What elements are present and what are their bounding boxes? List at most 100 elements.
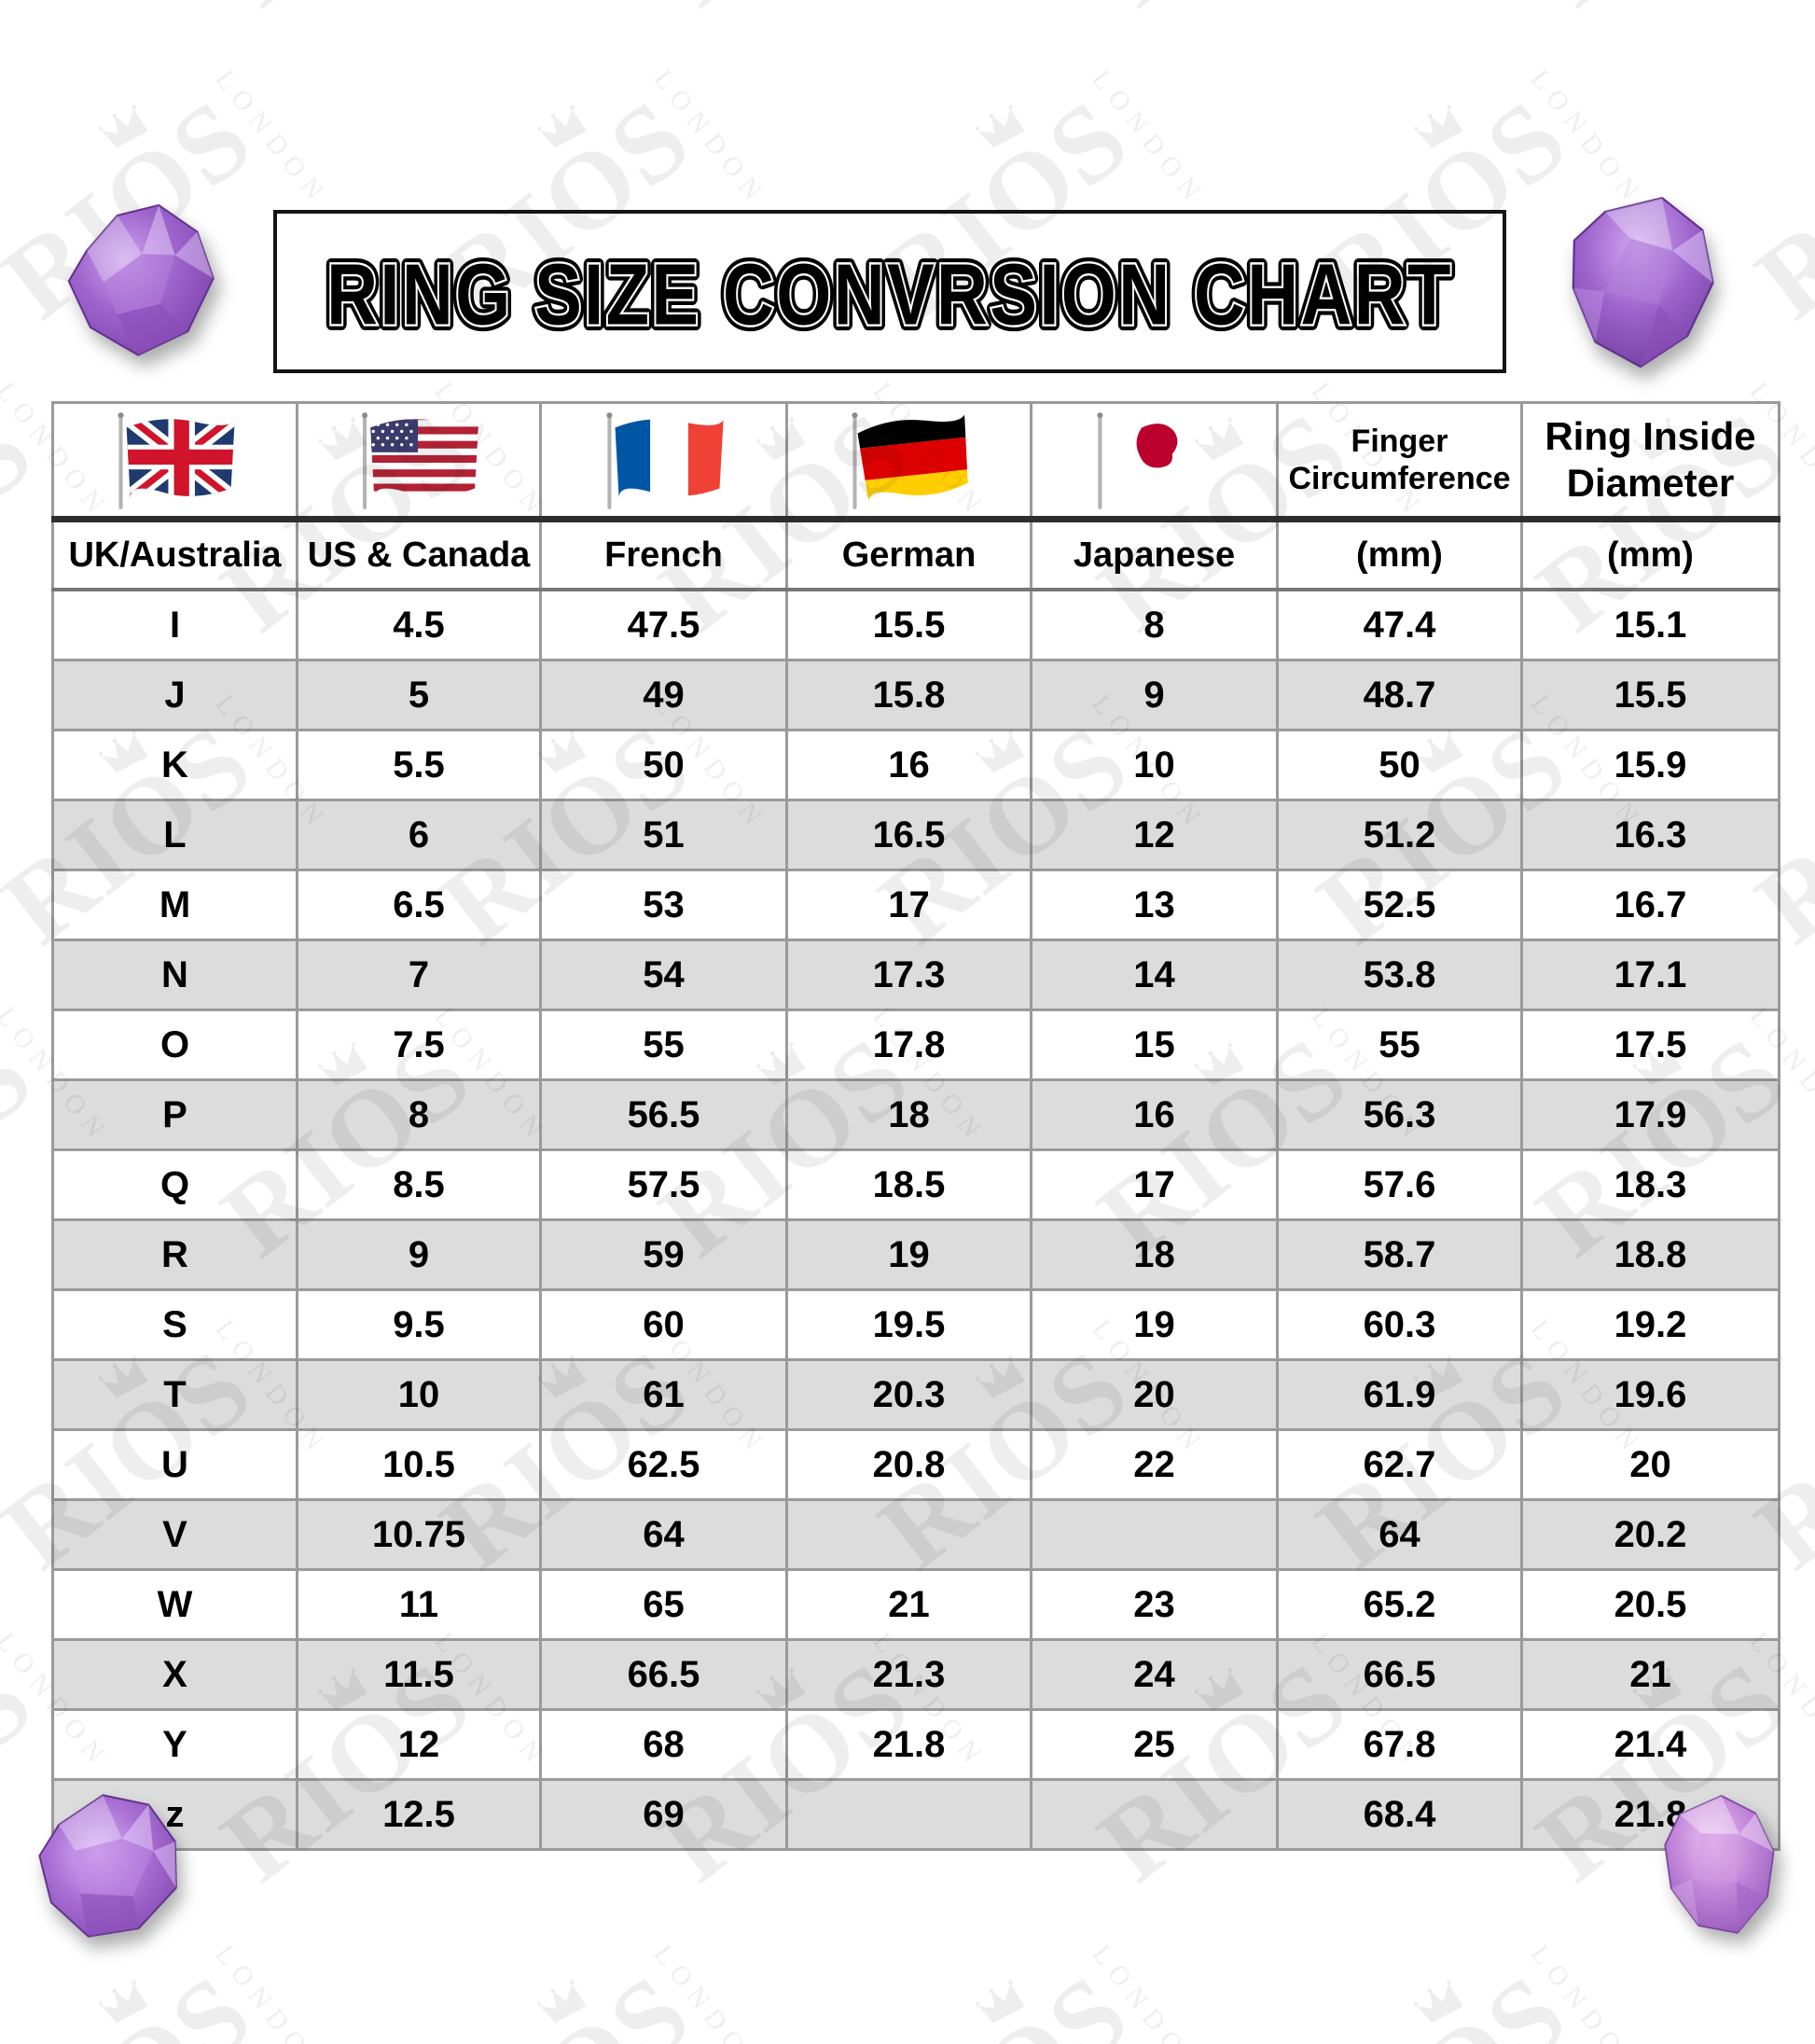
table-cell: 15 xyxy=(1030,1008,1279,1081)
crown-icon xyxy=(1413,104,1463,148)
table-cell: J xyxy=(51,659,298,731)
watermark-brand: RIOS xyxy=(1734,76,1815,342)
table-cell: 65.2 xyxy=(1276,1568,1523,1641)
table-cell xyxy=(785,1498,1032,1571)
table-cell: 17.1 xyxy=(1520,939,1780,1011)
table-cell: 23 xyxy=(1030,1568,1279,1641)
table-cell: 47.5 xyxy=(539,588,788,661)
table-cell: U xyxy=(51,1428,298,1501)
table-cell: 20.8 xyxy=(785,1428,1032,1501)
table-cell: 15.1 xyxy=(1520,588,1780,661)
table-cell: 52.5 xyxy=(1276,869,1523,941)
watermark-city: LONDON xyxy=(1086,63,1212,213)
watermark-city: LONDON xyxy=(647,1939,773,2044)
table-cell: 62.7 xyxy=(1276,1428,1523,1501)
table-cell: O xyxy=(51,1008,298,1081)
table-cell: 15.9 xyxy=(1520,729,1780,801)
table-row: J 5 49 15.8 9 48.7 15.5 xyxy=(51,659,1780,731)
table-cell: R xyxy=(51,1218,298,1291)
table-cell: 17 xyxy=(1030,1148,1279,1221)
table-cell: 55 xyxy=(1276,1008,1523,1081)
germany-flag-cell xyxy=(785,401,1032,522)
us-flag-icon xyxy=(361,412,479,509)
finger-circumference-header-cell: Finger Circumference xyxy=(1276,401,1523,522)
table-cell: 11 xyxy=(296,1568,542,1641)
table-cell: 17.3 xyxy=(785,939,1032,1011)
table-cell: 11.5 xyxy=(296,1638,542,1711)
table-cell: N xyxy=(51,939,298,1011)
table-cell: 21 xyxy=(785,1568,1032,1641)
table-row: R 9 59 19 18 58.7 18.8 xyxy=(51,1218,1780,1291)
page-title-inline: RING SIZE CONVRSION CHART xyxy=(326,246,1453,343)
watermark-brand: RIOS xyxy=(1295,1937,1611,2044)
flag-header-row: Finger Circumference Ring Inside Diamete… xyxy=(51,401,1780,522)
amethyst-crystal-bottom-right xyxy=(1620,1749,1805,1983)
table-cell: 15.5 xyxy=(785,588,1032,661)
france-flag-icon xyxy=(606,412,724,509)
table-cell: 20.5 xyxy=(1520,1568,1780,1641)
table-cell: 12 xyxy=(1030,799,1279,871)
table-row: K 5.5 50 16 10 50 15.9 xyxy=(51,729,1780,801)
column-label-circumference-mm: (mm) xyxy=(1276,518,1523,591)
table-cell: 21.3 xyxy=(785,1638,1032,1711)
column-label-uk-australia: UK/Australia xyxy=(51,518,298,591)
table-cell: 64 xyxy=(539,1498,788,1571)
ring-inside-diameter-header: Ring Inside Diameter xyxy=(1545,414,1756,505)
table-cell: 13 xyxy=(1030,869,1279,941)
table-row: W 11 65 21 23 65.2 20.5 xyxy=(51,1568,1780,1641)
table-cell: 18.3 xyxy=(1520,1148,1780,1221)
table-cell: 68.4 xyxy=(1276,1778,1523,1851)
table-cell: S xyxy=(51,1288,298,1361)
table-cell: 18.5 xyxy=(785,1148,1032,1221)
table-cell: 47.4 xyxy=(1276,588,1523,661)
table-cell: 22 xyxy=(1030,1428,1279,1501)
table-cell: 57.5 xyxy=(539,1148,788,1221)
uk-flag-icon xyxy=(118,412,235,509)
table-cell xyxy=(1030,1498,1279,1571)
table-cell: 20 xyxy=(1030,1358,1279,1431)
table-cell: 10 xyxy=(296,1358,542,1431)
amethyst-crystal-top-left xyxy=(27,177,252,374)
table-row: L 6 51 16.5 12 51.2 16.3 xyxy=(51,799,1780,871)
table-cell: 20.3 xyxy=(785,1358,1032,1431)
table-cell: 67.8 xyxy=(1276,1708,1523,1781)
ring-inside-diameter-header-cell: Ring Inside Diameter xyxy=(1520,401,1780,522)
table-row: M 6.5 53 17 13 52.5 16.7 xyxy=(51,869,1780,941)
table-cell: 50 xyxy=(539,729,788,801)
crown-icon xyxy=(1413,1980,1463,2023)
table-cell: 17.9 xyxy=(1520,1078,1780,1151)
table-cell xyxy=(785,1778,1032,1851)
table-cell: 51 xyxy=(539,799,788,871)
table-cell: 19.6 xyxy=(1520,1358,1780,1431)
table-cell: 20.2 xyxy=(1520,1498,1780,1571)
japan-flag-icon xyxy=(1097,412,1214,509)
crown-icon xyxy=(536,104,587,148)
table-cell: 15.8 xyxy=(785,659,1032,731)
table-cell: 19.5 xyxy=(785,1288,1032,1361)
table-cell: 64 xyxy=(1276,1498,1523,1571)
table-cell: 5.5 xyxy=(296,729,542,801)
crown-icon xyxy=(98,1980,148,2023)
table-cell: 18 xyxy=(785,1078,1032,1151)
table-row: N 7 54 17.3 14 53.8 17.1 xyxy=(51,939,1780,1011)
table-cell: 62.5 xyxy=(539,1428,788,1501)
table-cell: W xyxy=(51,1568,298,1641)
table-cell: X xyxy=(51,1638,298,1711)
table-cell: 15.5 xyxy=(1520,659,1780,731)
table-cell: Q xyxy=(51,1148,298,1221)
table-cell: 61 xyxy=(539,1358,788,1431)
column-label-japanese: Japanese xyxy=(1030,518,1279,591)
table-cell: M xyxy=(51,869,298,941)
table-cell: 9 xyxy=(296,1218,542,1291)
table-cell: V xyxy=(51,1498,298,1571)
table-cell: 48.7 xyxy=(1276,659,1523,731)
table-cell: 19 xyxy=(1030,1288,1279,1361)
table-cell: 16.3 xyxy=(1520,799,1780,871)
table-cell: 16 xyxy=(785,729,1032,801)
germany-flag-icon xyxy=(852,412,973,509)
watermark-city: LONDON xyxy=(647,63,773,213)
